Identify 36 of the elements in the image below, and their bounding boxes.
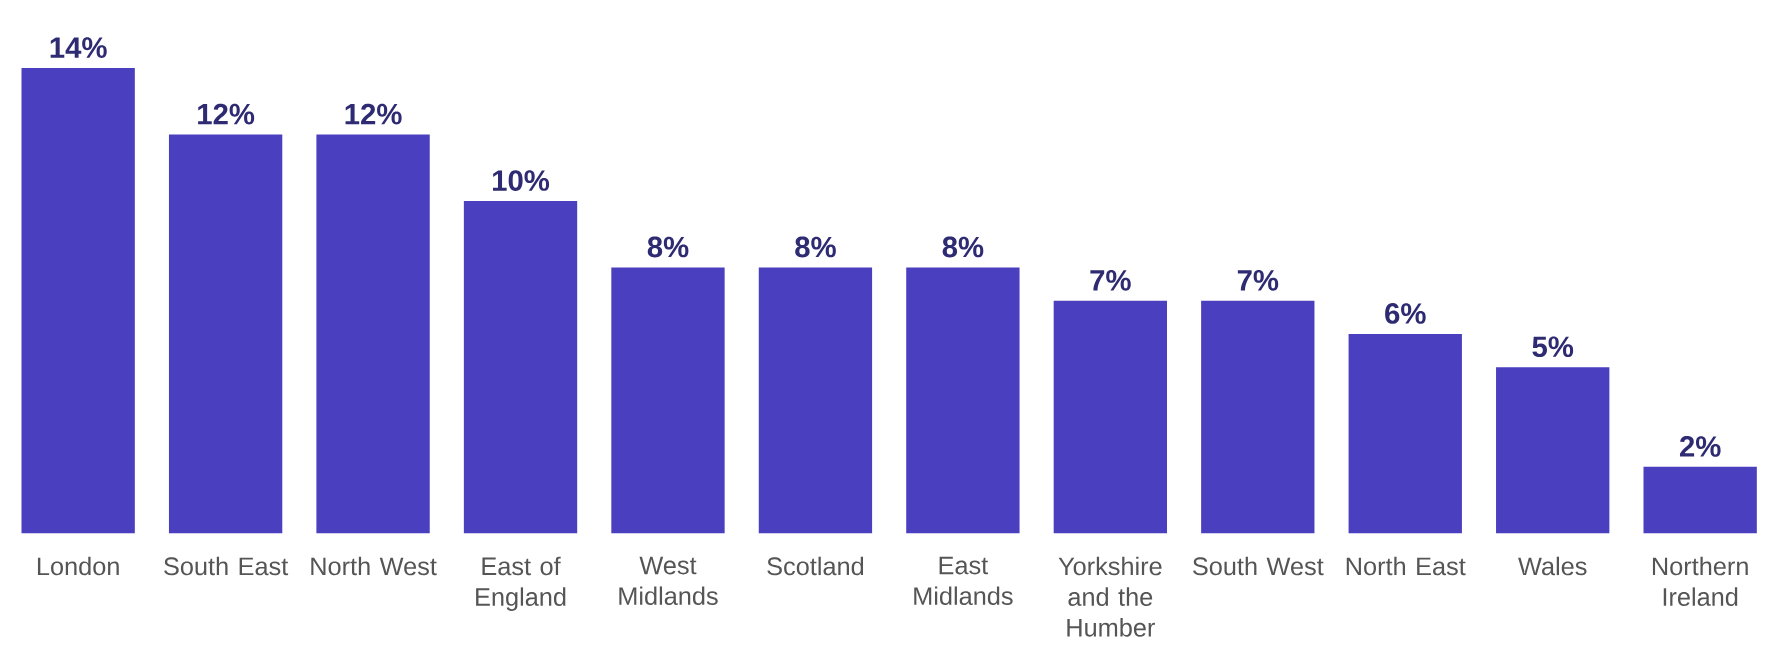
x-tick-label: Northern Ireland <box>1652 556 1748 606</box>
bar <box>758 267 873 534</box>
bar <box>906 267 1020 534</box>
bar <box>1201 300 1315 534</box>
bar <box>611 267 725 534</box>
x-tick-label: North West <box>311 556 437 576</box>
bar <box>1348 333 1462 534</box>
bar <box>21 68 135 534</box>
bar <box>168 134 283 534</box>
bar <box>316 134 430 534</box>
data-label: 7% <box>1090 269 1131 291</box>
x-tick-label: South East <box>164 556 289 576</box>
bar <box>1496 367 1610 534</box>
data-label: 8% <box>795 236 836 258</box>
x-tick-label: London <box>37 556 119 576</box>
x-tick-label: Wales <box>1518 556 1587 576</box>
data-label: 14% <box>50 37 107 58</box>
data-label: 5% <box>1532 336 1574 358</box>
data-label: 8% <box>647 236 689 258</box>
x-tick-label: Yorkshire and the Humber <box>1058 556 1162 637</box>
data-label: 7% <box>1237 269 1279 291</box>
x-tick-label: West Midlands <box>619 556 718 606</box>
data-label: 10% <box>493 170 550 191</box>
data-label: 2% <box>1679 436 1721 457</box>
x-tick-label: East of England <box>476 556 566 611</box>
bar <box>1643 466 1757 534</box>
data-label: 8% <box>942 236 984 258</box>
x-tick-label: East Midlands <box>914 556 1013 606</box>
x-tick-label: Scotland <box>767 556 864 576</box>
x-tick-label: South West <box>1193 556 1324 576</box>
data-label: 12% <box>345 103 402 125</box>
data-label: 12% <box>198 103 255 125</box>
data-label: 6% <box>1385 303 1426 324</box>
bar <box>463 200 578 534</box>
x-tick-label: North East <box>1346 556 1466 576</box>
bar <box>1053 300 1168 534</box>
